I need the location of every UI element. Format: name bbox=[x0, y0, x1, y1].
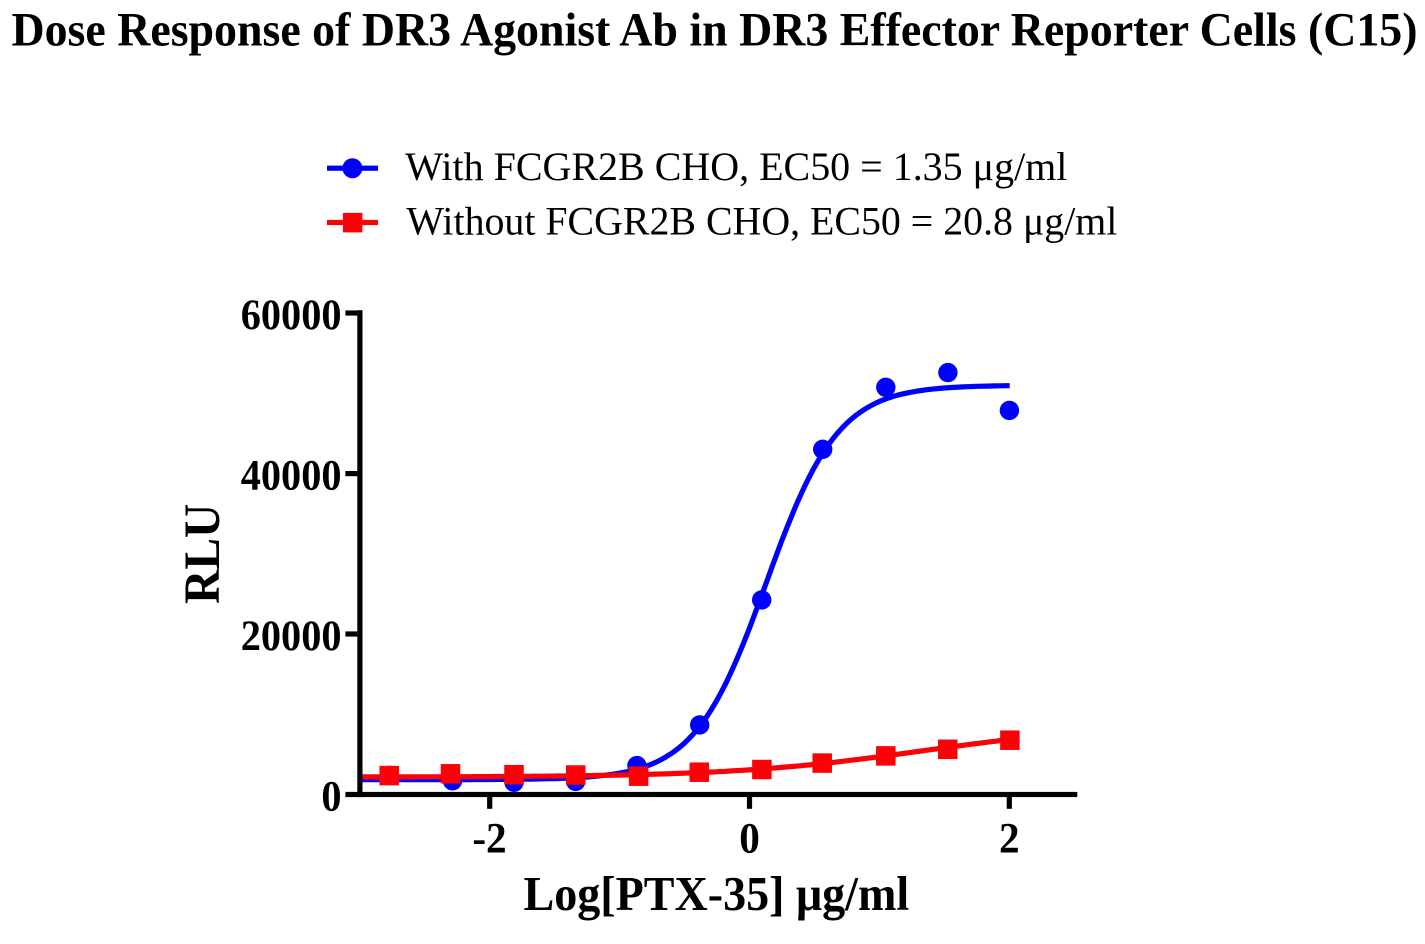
svg-text:Dose Response of DR3 Agonist A: Dose Response of DR3 Agonist Ab in DR3 E… bbox=[11, 5, 1417, 57]
svg-text:RLU: RLU bbox=[174, 504, 231, 604]
svg-text:20000: 20000 bbox=[241, 613, 342, 661]
svg-text:-2: -2 bbox=[472, 815, 506, 863]
svg-text:With FCGR2B CHO, EC50 = 1.35 μ: With FCGR2B CHO, EC50 = 1.35 μg/ml bbox=[405, 144, 1067, 189]
svg-text:2: 2 bbox=[999, 815, 1020, 863]
svg-text:Without FCGR2B CHO, EC50 = 20.: Without FCGR2B CHO, EC50 = 20.8 μg/ml bbox=[406, 198, 1117, 243]
svg-text:60000: 60000 bbox=[241, 292, 342, 340]
svg-text:Log[PTX-35] μg/ml: Log[PTX-35] μg/ml bbox=[523, 868, 909, 921]
svg-text:0: 0 bbox=[321, 773, 341, 821]
svg-text:0: 0 bbox=[739, 815, 760, 863]
svg-text:40000: 40000 bbox=[241, 452, 342, 500]
